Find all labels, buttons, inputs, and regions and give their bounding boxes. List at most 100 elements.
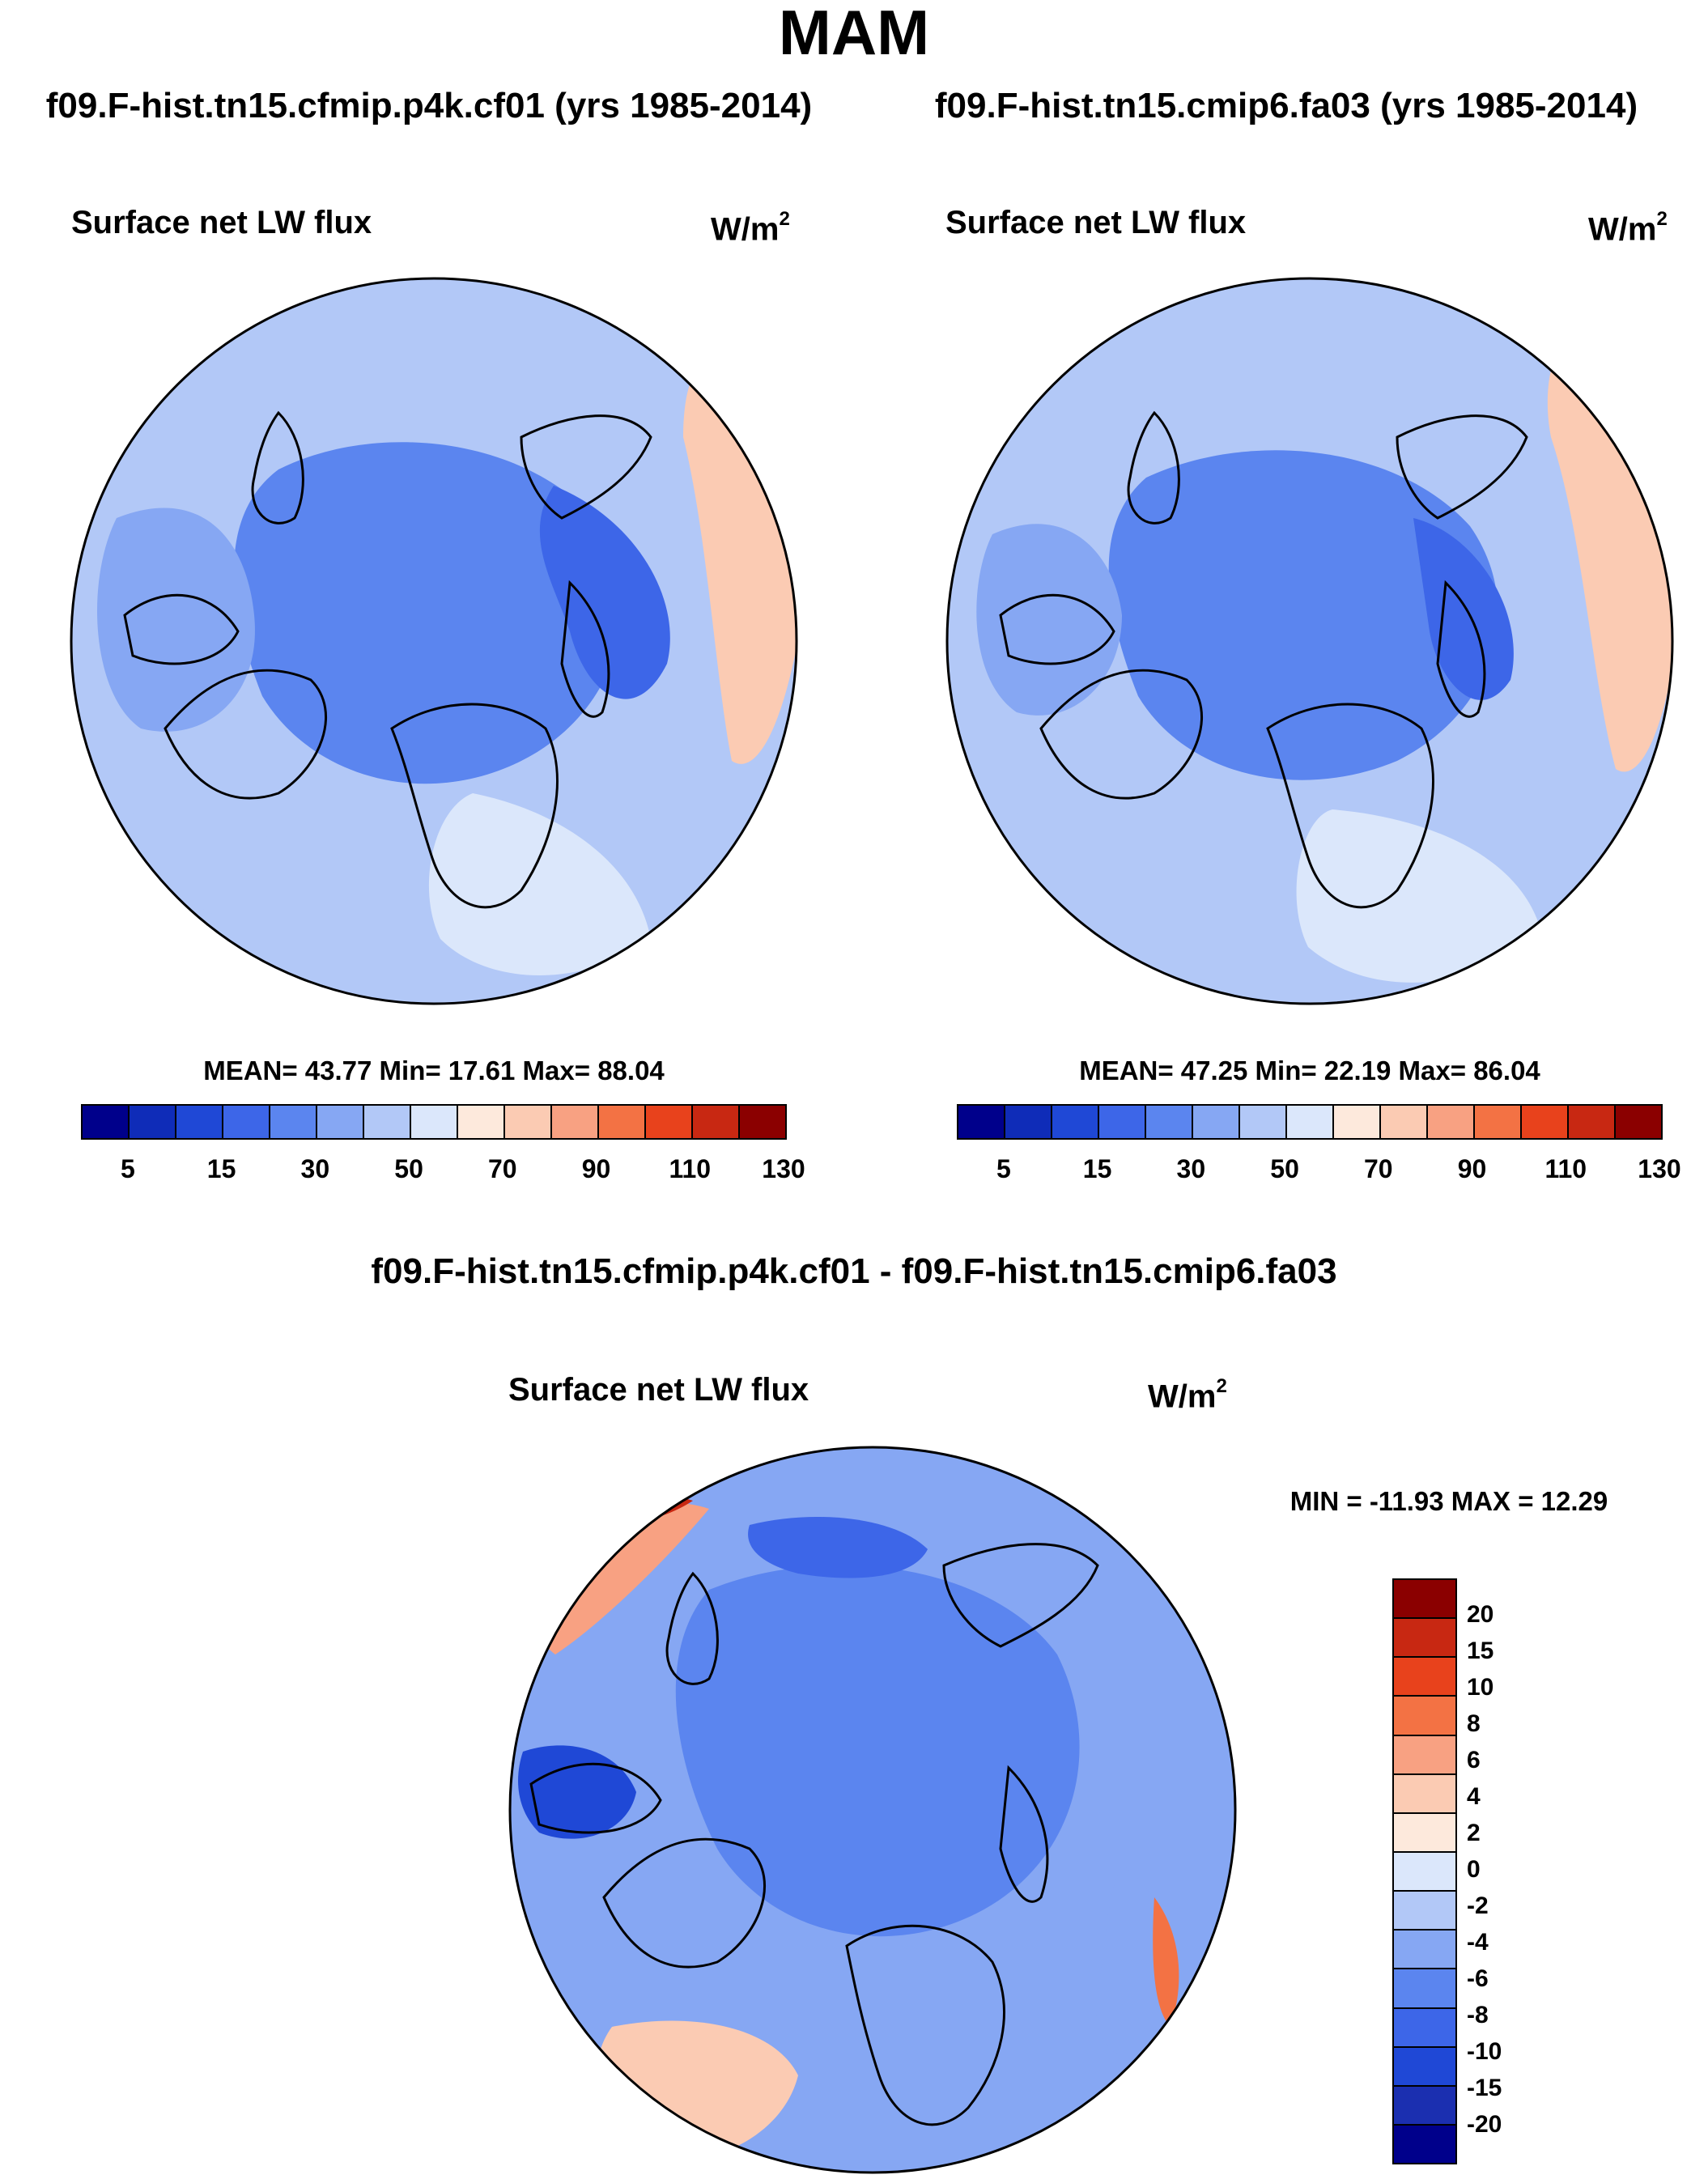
colorbar-swatch bbox=[83, 1106, 130, 1138]
panel-2-units: W/m2 bbox=[1588, 204, 1668, 248]
colorbar-tick-label: 2 bbox=[1467, 1820, 1481, 1846]
colorbar-swatch bbox=[1394, 1619, 1455, 1659]
colorbar-swatch bbox=[317, 1106, 364, 1138]
colorbar-swatch bbox=[1394, 1697, 1455, 1736]
colorbar-swatch bbox=[552, 1106, 599, 1138]
colorbar-swatch bbox=[1394, 1852, 1455, 1892]
colorbar-swatch bbox=[411, 1106, 458, 1138]
difference-map-border bbox=[508, 1446, 1237, 2174]
panel-2-colorbar-labels: 5 15 30 50 70 90 110 130 bbox=[957, 1154, 1681, 1187]
colorbar-swatch bbox=[1394, 1813, 1455, 1853]
colorbar-tick-label: -4 bbox=[1467, 1929, 1489, 1956]
panel-2-coastlines bbox=[999, 410, 1528, 909]
colorbar-swatch bbox=[1334, 1106, 1381, 1138]
panel-1-run-title: f09.F-hist.tn15.cfmip.p4k.cf01 (yrs 1985… bbox=[45, 86, 813, 125]
colorbar-tick-label: 5 bbox=[996, 1154, 1011, 1183]
colorbar-tick-label: 15 bbox=[1467, 1637, 1494, 1664]
colorbar-swatch bbox=[1394, 1735, 1455, 1775]
colorbar-tick-label: 10 bbox=[1467, 1674, 1494, 1701]
difference-colorbar bbox=[1392, 1578, 1457, 2164]
colorbar-tick-label: 30 bbox=[300, 1154, 330, 1183]
difference-coastlines bbox=[529, 1543, 1099, 2126]
colorbar-swatch bbox=[1052, 1106, 1099, 1138]
difference-hotspot bbox=[1153, 1897, 1179, 2027]
colorbar-swatch bbox=[1146, 1106, 1193, 1138]
panel-2-variable-label: Surface net LW flux bbox=[945, 205, 1247, 240]
colorbar-swatch bbox=[1394, 1658, 1455, 1697]
panel-1-colorbar-labels: 5 15 30 50 70 90 110 130 bbox=[81, 1154, 805, 1187]
colorbar-tick-label: 90 bbox=[1457, 1154, 1487, 1183]
panel-1-units: W/m2 bbox=[711, 204, 790, 248]
panel-1-field-region bbox=[234, 442, 622, 784]
colorbar-tick-label: -6 bbox=[1467, 1965, 1489, 1992]
colorbar-swatch bbox=[1240, 1106, 1287, 1138]
panel-1-field-region bbox=[539, 486, 670, 699]
panel-2-field-region bbox=[976, 524, 1122, 716]
panel-1-units-exp: 2 bbox=[779, 208, 790, 230]
colorbar-swatch bbox=[1475, 1106, 1522, 1138]
difference-field-region bbox=[675, 1565, 1080, 1937]
colorbar-tick-label: 70 bbox=[488, 1154, 517, 1183]
colorbar-tick-label: -10 bbox=[1467, 2038, 1502, 2065]
colorbar-tick-label: 110 bbox=[1544, 1154, 1587, 1183]
difference-field-region bbox=[1096, 1865, 1171, 2057]
colorbar-swatch bbox=[599, 1106, 646, 1138]
colorbar-swatch bbox=[1394, 1969, 1455, 2009]
colorbar-swatch bbox=[1005, 1106, 1052, 1138]
difference-stats: MIN = -11.93 MAX = 12.29 bbox=[1289, 1486, 1608, 1516]
panel-2-polar-map bbox=[945, 277, 1674, 1005]
colorbar-swatch bbox=[1099, 1106, 1146, 1138]
colorbar-swatch bbox=[1569, 1106, 1616, 1138]
colorbar-swatch bbox=[364, 1106, 411, 1138]
colorbar-tick-label: 5 bbox=[120, 1154, 135, 1183]
difference-title: f09.F-hist.tn15.cfmip.p4k.cf01 - f09.F-h… bbox=[371, 1251, 1337, 1291]
panel-1-colorbar bbox=[81, 1104, 787, 1140]
colorbar-swatch bbox=[1193, 1106, 1240, 1138]
colorbar-tick-label: 8 bbox=[1467, 1710, 1481, 1737]
panel-1-units-base: W/m bbox=[711, 211, 780, 248]
main-title: MAM bbox=[778, 0, 930, 68]
panel-2-units-base: W/m bbox=[1588, 211, 1657, 248]
colorbar-swatch bbox=[458, 1106, 505, 1138]
panel-2-field-region bbox=[1108, 450, 1498, 780]
panel-1-field-region bbox=[97, 508, 255, 732]
colorbar-swatch bbox=[1381, 1106, 1428, 1138]
difference-colorbar-labels: 20 15 10 8 6 4 2 0 -2 -4 -6 -8 -10 -15 -20 bbox=[1467, 1578, 1564, 2161]
panel-1-variable-label: Surface net LW flux bbox=[71, 205, 372, 240]
colorbar-tick-label: -2 bbox=[1467, 1892, 1489, 1919]
colorbar-tick-label: 50 bbox=[394, 1154, 423, 1183]
difference-field-region bbox=[748, 1517, 928, 1578]
difference-units-base: W/m bbox=[1148, 1378, 1217, 1415]
colorbar-swatch bbox=[1394, 1774, 1455, 1814]
panel-2-units-exp: 2 bbox=[1656, 208, 1668, 230]
colorbar-swatch bbox=[1287, 1106, 1334, 1138]
panel-1-field-region bbox=[428, 793, 651, 975]
colorbar-swatch bbox=[693, 1106, 740, 1138]
colorbar-swatch bbox=[1394, 1892, 1455, 1931]
colorbar-swatch bbox=[1428, 1106, 1475, 1138]
colorbar-swatch bbox=[223, 1106, 270, 1138]
panel-2-run-title: f09.F-hist.tn15.cmip6.fa03 (yrs 1985-201… bbox=[934, 86, 1638, 125]
colorbar-swatch bbox=[270, 1106, 317, 1138]
colorbar-tick-label: 30 bbox=[1176, 1154, 1206, 1183]
panel-2-stats: MEAN= 47.25 Min= 22.19 Max= 86.04 bbox=[1079, 1056, 1540, 1085]
colorbar-tick-label: 90 bbox=[581, 1154, 611, 1183]
panel-2-field-region bbox=[1547, 356, 1672, 772]
panel-1-coastlines bbox=[123, 410, 652, 909]
colorbar-tick-label: 110 bbox=[669, 1154, 712, 1183]
panel-1-map-border bbox=[70, 277, 798, 1005]
colorbar-tick-label: 70 bbox=[1364, 1154, 1393, 1183]
panel-2-colorbar bbox=[957, 1104, 1663, 1140]
difference-field-region bbox=[518, 1745, 636, 1839]
colorbar-swatch bbox=[1394, 1931, 1455, 1970]
panel-1-field-region bbox=[132, 761, 282, 921]
colorbar-tick-label: -20 bbox=[1467, 2111, 1502, 2138]
colorbar-swatch bbox=[958, 1106, 1005, 1138]
panel-1-stats: MEAN= 43.77 Min= 17.61 Max= 88.04 bbox=[203, 1056, 665, 1085]
colorbar-swatch bbox=[1394, 2047, 1455, 2087]
colorbar-tick-label: 130 bbox=[762, 1154, 805, 1183]
difference-polar-map bbox=[508, 1446, 1237, 2174]
colorbar-tick-label: -15 bbox=[1467, 2075, 1502, 2101]
colorbar-tick-label: 4 bbox=[1467, 1783, 1481, 1810]
colorbar-swatch bbox=[1394, 2125, 1455, 2164]
